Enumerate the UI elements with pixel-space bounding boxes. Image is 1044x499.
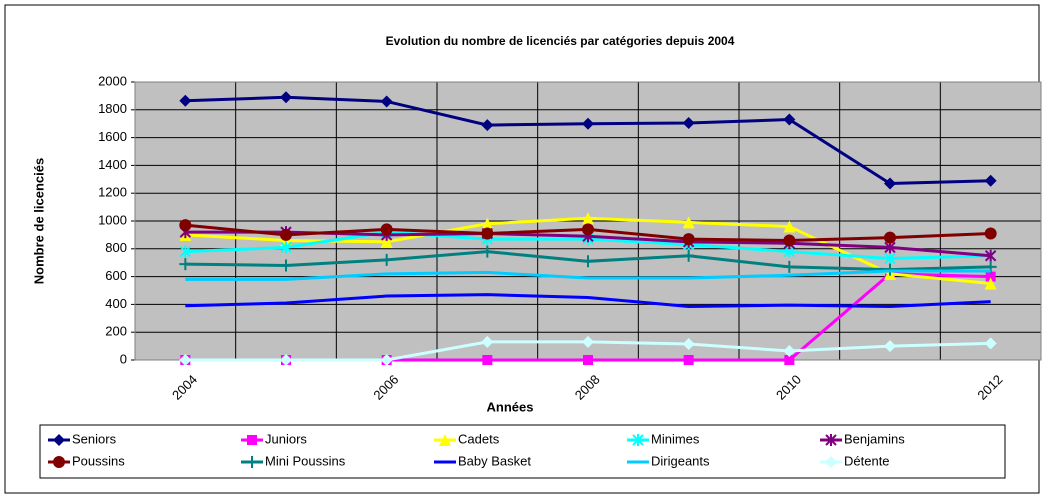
chart-title: Evolution du nombre de licenciés par cat… [386, 34, 735, 48]
legend-label: Benjamins [844, 431, 905, 446]
data-point [380, 354, 393, 366]
data-point [984, 337, 997, 350]
data-point [682, 117, 695, 130]
data-point [179, 354, 192, 366]
data-point [179, 219, 192, 232]
y-tick-label: 0 [120, 351, 127, 366]
data-point [884, 252, 896, 265]
legend-marker [439, 434, 451, 446]
data-point [481, 217, 494, 230]
data-point [682, 338, 695, 351]
data-point [783, 234, 796, 247]
data-point [682, 249, 695, 262]
data-point [783, 344, 796, 357]
data-point [482, 355, 493, 365]
legend-label: Détente [844, 453, 890, 468]
y-axis-label: Nombre de licenciés [31, 158, 46, 284]
y-tick-label: 1400 [98, 157, 127, 172]
data-point [582, 255, 594, 268]
data-point [683, 355, 694, 365]
x-axis-label: Années [487, 399, 534, 414]
data-point [280, 354, 292, 366]
data-point [380, 253, 393, 266]
data-point [984, 249, 997, 262]
data-point [179, 94, 192, 107]
data-point [984, 260, 997, 273]
data-point [582, 223, 594, 236]
data-point [380, 223, 393, 236]
data-point [682, 233, 695, 246]
data-point [582, 335, 594, 348]
data-point [380, 95, 393, 108]
legend-label: Seniors [72, 431, 117, 446]
legend-label: Poussins [72, 453, 125, 468]
legend-marker [825, 456, 837, 468]
data-point [783, 260, 796, 273]
series-line [185, 269, 991, 281]
legend-marker [53, 456, 65, 468]
y-tick-label: 1000 [98, 212, 127, 227]
data-point [884, 340, 896, 353]
y-tick-label: 200 [105, 324, 127, 339]
data-point [783, 220, 796, 233]
data-point [984, 227, 997, 240]
data-point [682, 216, 695, 229]
data-point [583, 355, 593, 365]
legend-label: Dirigeants [651, 453, 710, 468]
data-point [481, 227, 494, 240]
series-line [185, 293, 991, 308]
data-point [280, 241, 292, 254]
data-point [884, 231, 896, 244]
data-point [985, 271, 996, 282]
y-tick-label: 800 [105, 240, 127, 255]
y-tick-label: 2000 [98, 73, 127, 88]
data-point [280, 228, 292, 241]
data-point [984, 174, 997, 187]
legend-marker [246, 456, 258, 468]
legend-label: Minimes [651, 431, 700, 446]
y-tick-label: 400 [105, 296, 127, 311]
data-point [582, 212, 594, 225]
data-point [582, 117, 594, 130]
legend-label: Juniors [265, 431, 307, 446]
y-tick-label: 600 [105, 268, 127, 283]
legend-marker [53, 434, 65, 446]
legend-box [39, 424, 1006, 479]
y-tick-label: 1600 [98, 129, 127, 144]
legend-label: Mini Poussins [265, 453, 346, 468]
legend-marker [247, 435, 257, 445]
y-tick-label: 1200 [98, 185, 127, 200]
data-point [280, 91, 292, 104]
data-point [380, 235, 393, 248]
y-tick-label: 1800 [98, 101, 127, 116]
data-point [179, 245, 192, 258]
data-point [481, 119, 494, 132]
legend-label: Cadets [458, 431, 500, 446]
data-point [784, 355, 795, 365]
data-point [481, 335, 494, 348]
data-point [884, 177, 896, 190]
data-point [984, 277, 997, 290]
data-point [280, 259, 292, 272]
data-point [481, 245, 494, 258]
data-point [179, 258, 192, 271]
legend-label: Baby Basket [458, 453, 531, 468]
legend-marker [632, 434, 644, 446]
legend-marker [825, 434, 837, 446]
data-point [783, 113, 796, 126]
